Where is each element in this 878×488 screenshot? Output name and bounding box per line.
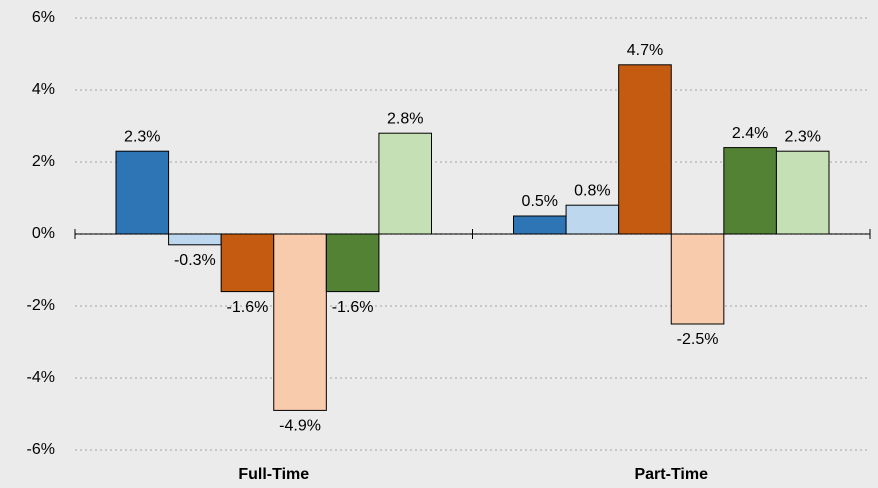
bar [273, 233, 327, 411]
y-tick-label: -4% [27, 369, 55, 386]
value-label: 2.3% [784, 128, 820, 145]
x-tick-label: Part-Time [634, 466, 708, 483]
y-tick-label: 4% [32, 81, 55, 98]
value-label: 4.7% [627, 42, 663, 59]
y-tick-label: -2% [27, 297, 55, 314]
bar [618, 64, 672, 235]
value-label: 0.8% [574, 182, 610, 199]
value-label: 0.5% [522, 193, 558, 210]
value-label: 2.3% [124, 128, 160, 145]
bar [115, 150, 170, 235]
bar [378, 132, 432, 235]
bar [670, 233, 725, 325]
y-tick-label: 0% [32, 225, 55, 242]
bar [168, 233, 222, 246]
x-tick-label: Full-Time [238, 466, 309, 483]
value-label: 2.4% [732, 125, 768, 142]
bar [220, 233, 275, 293]
y-tick-label: 2% [32, 153, 55, 170]
value-label: -1.6% [227, 299, 269, 316]
value-label: -1.6% [332, 299, 374, 316]
value-label: -2.5% [677, 331, 719, 348]
value-label: -4.9% [279, 418, 321, 435]
value-label: 2.8% [387, 110, 423, 127]
y-tick-label: -6% [27, 441, 55, 458]
bar [325, 233, 380, 293]
bar [723, 147, 777, 235]
bar [565, 204, 620, 235]
value-label: -0.3% [174, 252, 216, 269]
bar [513, 215, 567, 235]
bar [775, 150, 830, 235]
y-tick-label: 6% [32, 9, 55, 26]
